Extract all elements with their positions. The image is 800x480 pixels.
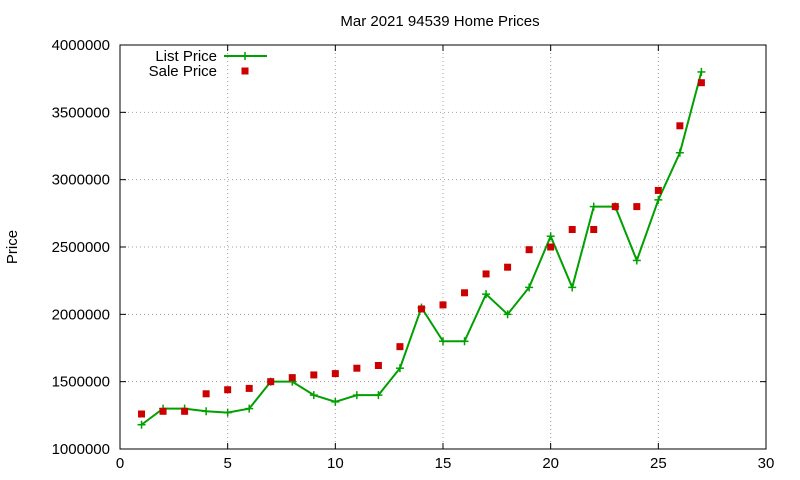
list-price-point (202, 407, 211, 416)
axis-ticks: 0 5 10 15 20 25 30 1000000 1500000 2000000 2500000… (52, 37, 775, 472)
list-price-point (137, 420, 146, 429)
legend-label-sale-price: Sale Price (149, 63, 217, 80)
sale-price-point (611, 203, 619, 211)
sale-price-point (288, 374, 296, 382)
list-price-point (374, 391, 383, 400)
list-price-point (223, 408, 232, 417)
chart-title: Mar 2021 94539 Home Prices (340, 13, 539, 30)
list-price-point (352, 391, 361, 400)
plot-frame (119, 44, 767, 450)
sale-price-point (267, 378, 275, 386)
x-tick-label: 30 (758, 455, 775, 472)
list-price-point (395, 364, 404, 373)
list-price-point (309, 391, 318, 400)
x-tick-label: 25 (650, 455, 667, 472)
list-price-point (654, 195, 663, 204)
x-tick-label: 5 (223, 455, 231, 472)
legend-swatches (224, 52, 267, 75)
legend-swatch-list-price-marker (241, 52, 249, 60)
list-price-line (140, 71, 703, 426)
list-price-point (525, 283, 534, 292)
list-price-point (675, 148, 684, 157)
list-price-point (632, 256, 641, 265)
sale-price-point (224, 386, 232, 394)
x-tick-label: 10 (327, 455, 344, 472)
sale-price-point (590, 225, 598, 233)
x-tick-label: 20 (542, 455, 559, 472)
sale-price-point (482, 270, 490, 278)
legend-label-list-price: List Price (155, 48, 217, 65)
sale-price-point (353, 364, 361, 372)
sale-price-point (547, 243, 555, 251)
list-price-point (503, 310, 512, 319)
sale-price-point (461, 289, 469, 297)
list-price-point (439, 337, 447, 346)
sale-price-point (310, 371, 318, 379)
sale-price-point (654, 186, 662, 194)
series (137, 67, 706, 429)
sale-price-point (331, 370, 339, 378)
sale-price-point (525, 246, 533, 254)
sale-price-point (568, 225, 576, 233)
x-tick-label: 15 (435, 455, 452, 472)
y-axis-label: Price (4, 230, 21, 264)
legend-swatch-sale-price-marker (241, 67, 249, 75)
list-price-point (331, 397, 340, 406)
sale-price-point (697, 79, 705, 87)
list-price-point (245, 404, 254, 413)
grid-lines (120, 45, 766, 449)
list-price-point (460, 337, 469, 346)
list-price-point (568, 283, 577, 292)
sale-price-point (181, 407, 189, 415)
y-tick-label: 1500000 (52, 374, 110, 391)
sale-price-point (138, 410, 146, 418)
sale-price-point (439, 301, 447, 309)
y-tick-label: 3500000 (52, 104, 110, 121)
y-tick-label: 3000000 (52, 172, 110, 189)
list-price-point (546, 232, 555, 241)
y-tick-label: 2000000 (52, 306, 110, 323)
y-tick-label: 1000000 (52, 441, 110, 458)
sale-price-point (202, 390, 210, 398)
sale-price-point (159, 407, 167, 415)
list-price-point (482, 290, 491, 299)
y-tick-label: 2500000 (52, 239, 110, 256)
x-tick-label: 0 (116, 455, 124, 472)
sale-price-point (504, 263, 512, 271)
list-price-point (697, 67, 706, 76)
sale-price-point (417, 305, 425, 313)
sale-price-point (396, 343, 404, 351)
sale-price-point (633, 203, 641, 211)
legend: List Price Sale Price (149, 48, 267, 80)
list-price-point (589, 202, 598, 211)
y-tick-label: 4000000 (52, 37, 110, 54)
sale-price-point (676, 122, 684, 130)
sale-price-point (245, 384, 253, 392)
sale-price-point (374, 362, 382, 370)
